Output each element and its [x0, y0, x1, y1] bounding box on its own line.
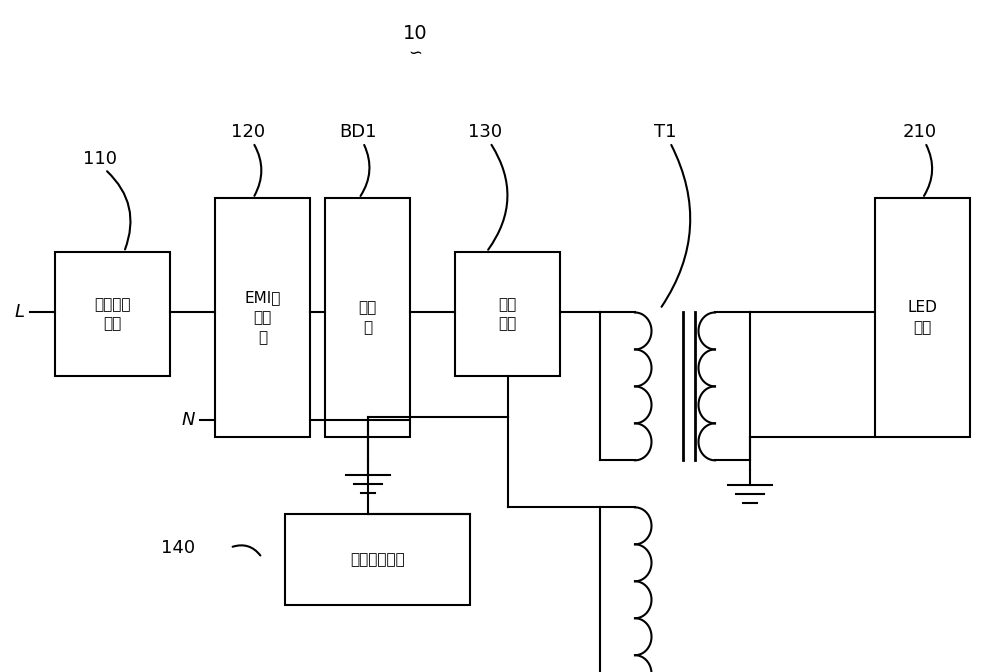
Text: 10: 10 — [403, 24, 427, 42]
Bar — [215, 198, 310, 437]
Text: L: L — [15, 304, 25, 321]
Text: N: N — [182, 411, 195, 429]
Text: 110: 110 — [83, 150, 117, 168]
Text: 整流
桥: 整流 桥 — [358, 300, 377, 335]
Text: 电源管理电路: 电源管理电路 — [350, 552, 405, 567]
Text: BD1: BD1 — [339, 123, 377, 141]
Bar — [55, 252, 170, 376]
Bar — [285, 514, 470, 605]
Text: EMI滤
波电
路: EMI滤 波电 路 — [244, 290, 281, 345]
Bar — [455, 252, 560, 376]
Text: T1: T1 — [654, 123, 676, 141]
Text: ∽: ∽ — [408, 44, 422, 62]
Text: 可控硅调
光器: 可控硅调 光器 — [94, 297, 131, 331]
Text: 120: 120 — [231, 123, 265, 141]
Text: 140: 140 — [161, 539, 195, 556]
Text: LED
光源: LED 光源 — [908, 300, 937, 335]
Text: 泄放
电路: 泄放 电路 — [498, 297, 517, 331]
Text: 130: 130 — [468, 123, 502, 141]
Bar — [325, 198, 410, 437]
Text: 210: 210 — [903, 123, 937, 141]
Bar — [875, 198, 970, 437]
